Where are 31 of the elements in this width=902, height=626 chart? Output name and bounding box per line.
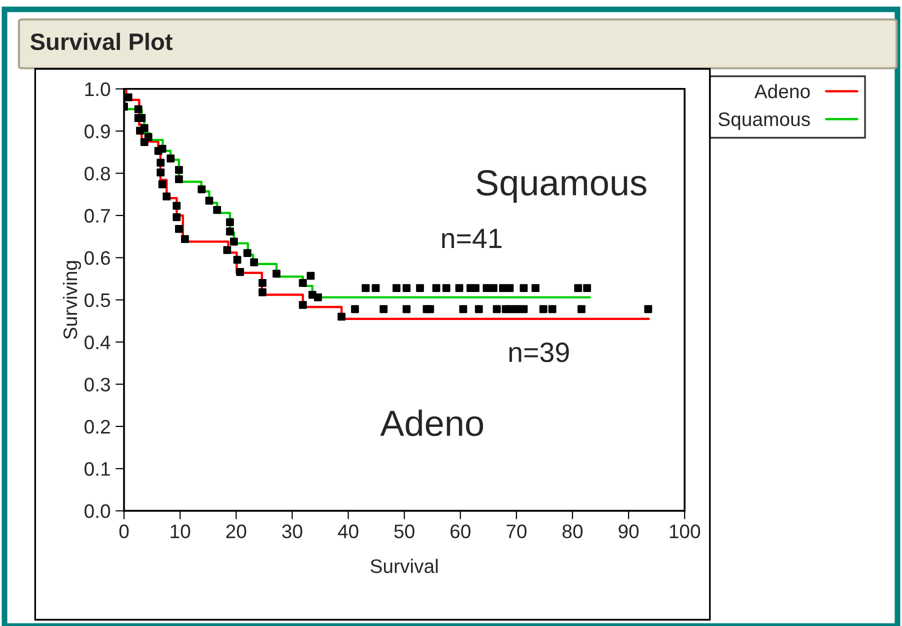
x-tick-label: 0 xyxy=(119,524,129,538)
x-tick-label: 50 xyxy=(394,524,414,538)
x-tick-label: 90 xyxy=(618,524,639,538)
y-tick-label: 0.1 xyxy=(84,462,110,476)
y-tick-label: 0.5 xyxy=(84,293,110,308)
x-tick-label: 100 xyxy=(670,524,700,538)
x-tick-label: 80 xyxy=(562,524,583,538)
chart-title: Survival Plot xyxy=(30,32,173,50)
y-tick-label: 1.0 xyxy=(85,82,110,96)
y-tick-label: 0.4 xyxy=(84,336,110,350)
x-tick-label: 20 xyxy=(226,524,246,538)
annotation: Adeno xyxy=(380,410,484,436)
x-tick-label: 60 xyxy=(450,524,470,538)
annotation: n=39 xyxy=(509,342,569,362)
x-tick-label: 10 xyxy=(170,524,190,538)
annotation: Squamous xyxy=(476,170,646,203)
y-tick-label: 0.0 xyxy=(84,504,110,518)
x-axis-title: Survival xyxy=(370,558,438,574)
y-tick-label: 0.2 xyxy=(84,420,110,434)
x-tick-label: 70 xyxy=(506,524,526,538)
legend-label: Adeno xyxy=(754,84,810,98)
x-tick-label: 30 xyxy=(282,524,302,538)
x-tick-label: 40 xyxy=(338,524,358,538)
y-tick-label: 0.6 xyxy=(84,251,110,265)
y-tick-label: 0.3 xyxy=(84,378,110,392)
y-tick-label: 0.8 xyxy=(84,166,110,181)
y-tick-label: 0.9 xyxy=(84,124,110,138)
annotation: n=41 xyxy=(442,228,502,248)
legend-label: Squamous xyxy=(718,112,810,130)
y-tick-label: 0.7 xyxy=(84,208,110,223)
y-axis-title: Surviving xyxy=(62,261,82,339)
